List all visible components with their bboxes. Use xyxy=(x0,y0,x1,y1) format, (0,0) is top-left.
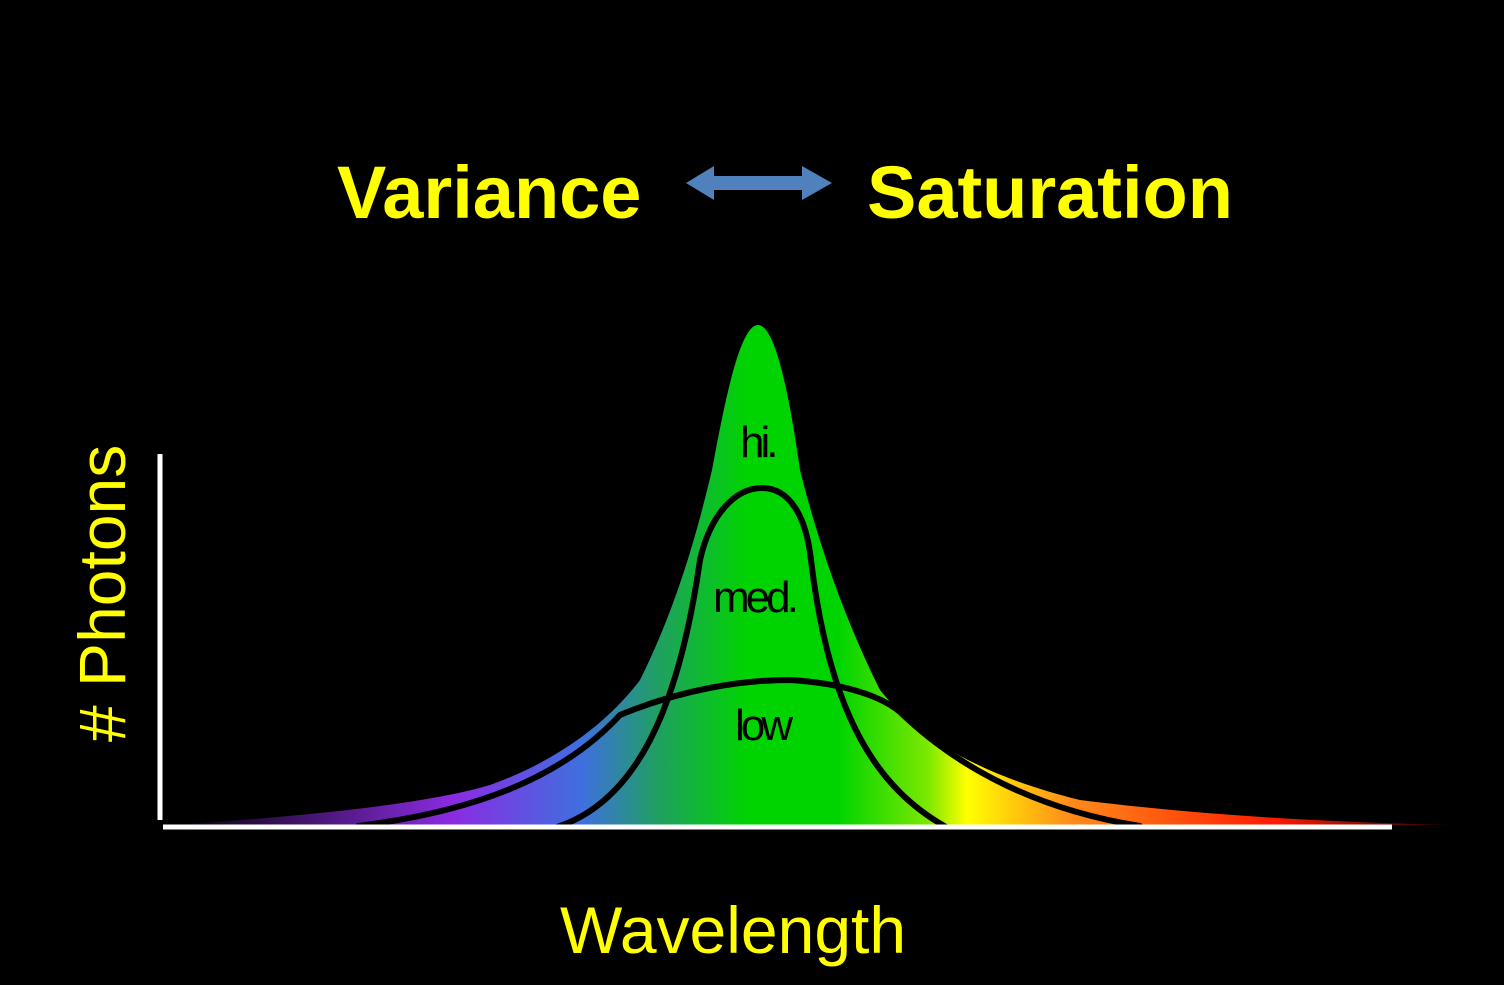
curve-label-low: low xyxy=(735,701,793,750)
curve-label-med: med. xyxy=(713,573,796,622)
double-headed-arrow-icon xyxy=(686,166,832,200)
curve-med-line xyxy=(554,484,949,830)
curve-low-line xyxy=(355,676,1143,829)
title-variance: Variance xyxy=(337,151,641,234)
title-saturation: Saturation xyxy=(867,151,1233,234)
y-axis-label: # Photons xyxy=(65,445,139,742)
curve-label-hi: hi. xyxy=(740,418,775,467)
x-axis-label: Wavelength xyxy=(560,893,906,967)
